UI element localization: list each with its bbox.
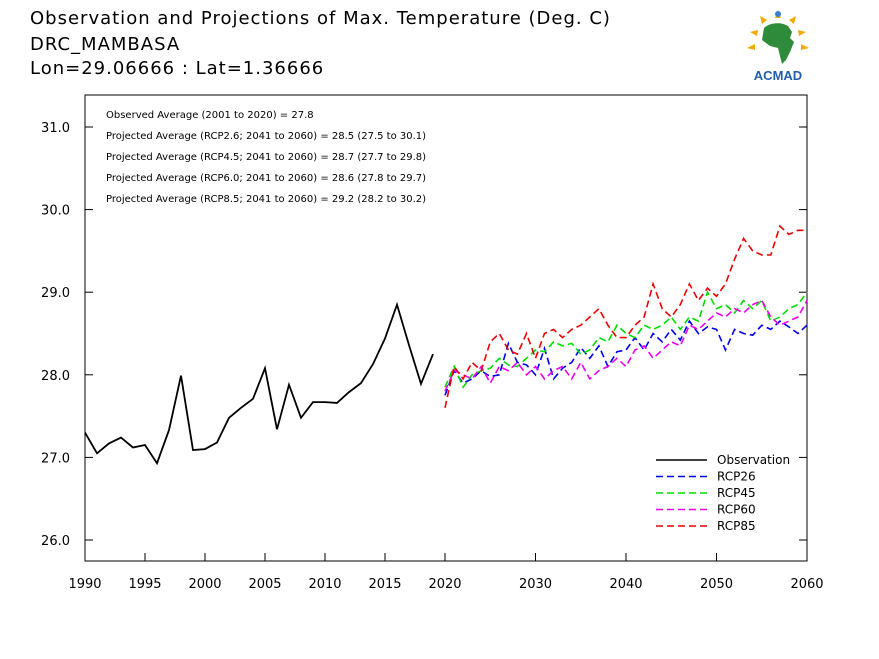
y-tick-label: 27.0: [41, 451, 70, 466]
y-tick-label: 28.0: [41, 369, 70, 384]
annotation-text: Projected Average (RCP4.5; 2041 to 2060)…: [106, 152, 426, 163]
x-tick-label: 2005: [248, 577, 281, 592]
x-tick-label: 1995: [128, 577, 161, 592]
x-tick-label: 1990: [68, 577, 101, 592]
africa-map-icon: [762, 23, 794, 64]
x-tick-label: 2000: [188, 577, 221, 592]
annotation-text: Observed Average (2001 to 2020) = 27.8: [106, 110, 314, 121]
chart-title: Observation and Projections of Max. Temp…: [30, 8, 611, 29]
acmad-logo: ACMAD: [738, 8, 818, 84]
y-tick-label: 31.0: [41, 121, 70, 136]
x-tick-label: 2020: [428, 577, 461, 592]
annotation-text: Projected Average (RCP2.6; 2041 to 2060)…: [106, 131, 426, 142]
series-line-observation: [84, 301, 434, 466]
series-line-rcp26: [444, 319, 808, 396]
x-tick-label: 2060: [790, 577, 823, 592]
x-tick-label: 2040: [609, 577, 642, 592]
x-axis: 1990 1995 2000 2005 2010 2015 2020 2030 2040 2050…: [68, 553, 824, 592]
series-line-rcp85: [444, 224, 807, 408]
series-lines: [84, 224, 808, 466]
annotations: Observed Average (2001 to 2020) = 27.8 Pr…: [106, 110, 426, 205]
legend: Observation RCP26 RCP45 RCP60 RCP85: [656, 453, 790, 533]
y-tick-label: 29.0: [41, 286, 70, 301]
legend-label: RCP26: [717, 470, 756, 484]
station-name: DRC_MAMBASA: [30, 34, 181, 55]
x-tick-label: 2050: [700, 577, 733, 592]
annotation-text: Projected Average (RCP6.0; 2041 to 2060)…: [106, 173, 426, 184]
x-tick-label: 2030: [519, 577, 552, 592]
series-line-rcp45: [444, 290, 808, 389]
annotation-text: Projected Average (RCP8.5; 2041 to 2060)…: [106, 194, 426, 205]
legend-label: RCP45: [717, 486, 756, 500]
series-line-rcp60: [444, 299, 808, 392]
legend-label: Observation: [717, 453, 790, 467]
x-tick-label: 2015: [368, 577, 401, 592]
logo-text: ACMAD: [754, 68, 802, 83]
water-drop-icon: [775, 11, 781, 17]
y-tick-label: 30.0: [41, 204, 70, 219]
legend-label: RCP60: [717, 503, 756, 517]
legend-label: RCP85: [717, 519, 756, 533]
plot-frame: [84, 94, 808, 562]
x-tick-label: 2010: [308, 577, 341, 592]
y-axis: 26.0 27.0 28.0 29.0 30.0 31.0: [41, 121, 807, 549]
coordinates: Lon=29.06666 : Lat=1.36666: [30, 58, 325, 79]
y-tick-label: 26.0: [41, 534, 70, 549]
